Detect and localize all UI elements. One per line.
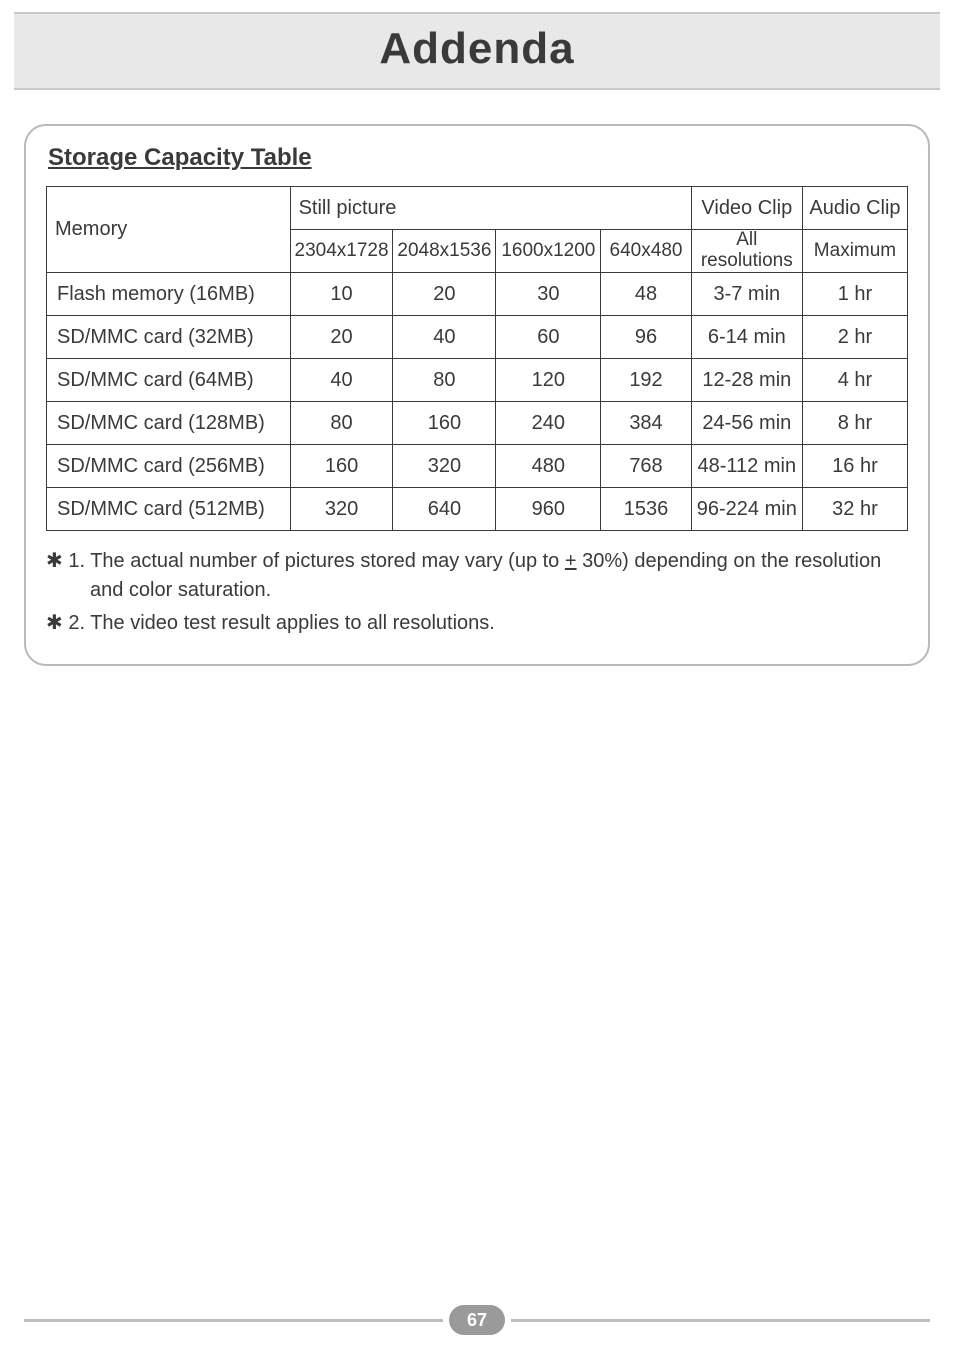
table-header-row-1: Memory Still picture Video Clip Audio Cl… bbox=[47, 187, 908, 230]
col-audio-clip: Audio Clip bbox=[802, 187, 907, 230]
note-2-text: 2. The video test result applies to all … bbox=[68, 612, 495, 634]
cell-memory: SD/MMC card (32MB) bbox=[47, 316, 291, 359]
table-row: SD/MMC card (256MB) 160 320 480 768 48-1… bbox=[47, 445, 908, 488]
col-res-2304: 2304x1728 bbox=[290, 230, 393, 273]
section-title: Storage Capacity Table bbox=[48, 144, 908, 172]
cell-memory: SD/MMC card (128MB) bbox=[47, 402, 291, 445]
table-row: Flash memory (16MB) 10 20 30 48 3-7 min … bbox=[47, 273, 908, 316]
content-panel: Storage Capacity Table Memory Still pict… bbox=[24, 124, 930, 666]
col-res-2048: 2048x1536 bbox=[393, 230, 496, 273]
cell-audio: 2 hr bbox=[802, 316, 907, 359]
table-row: SD/MMC card (512MB) 320 640 960 1536 96-… bbox=[47, 488, 908, 531]
notes: ✱ 1. The actual number of pictures store… bbox=[46, 547, 908, 638]
col-still-picture: Still picture bbox=[290, 187, 691, 230]
table-row: SD/MMC card (64MB) 40 80 120 192 12-28 m… bbox=[47, 359, 908, 402]
cell-value: 768 bbox=[601, 445, 691, 488]
note-2: ✱ 2. The video test result applies to al… bbox=[46, 609, 908, 638]
page-title: Addenda bbox=[14, 24, 940, 74]
cell-value: 120 bbox=[496, 359, 601, 402]
note-1-text-c: and color saturation. bbox=[46, 576, 908, 605]
cell-audio: 16 hr bbox=[802, 445, 907, 488]
cell-value: 40 bbox=[290, 359, 393, 402]
asterisk-icon: ✱ bbox=[46, 550, 68, 572]
cell-value: 30 bbox=[496, 273, 601, 316]
table-row: SD/MMC card (32MB) 20 40 60 96 6-14 min … bbox=[47, 316, 908, 359]
cell-value: 40 bbox=[393, 316, 496, 359]
cell-value: 960 bbox=[496, 488, 601, 531]
cell-memory: SD/MMC card (64MB) bbox=[47, 359, 291, 402]
note-1-pm: + bbox=[565, 550, 577, 572]
cell-value: 20 bbox=[290, 316, 393, 359]
col-audio-sub: Maximum bbox=[802, 230, 907, 273]
cell-value: 480 bbox=[496, 445, 601, 488]
col-res-1600: 1600x1200 bbox=[496, 230, 601, 273]
cell-video: 12-28 min bbox=[691, 359, 802, 402]
cell-video: 48-112 min bbox=[691, 445, 802, 488]
cell-value: 640 bbox=[393, 488, 496, 531]
cell-value: 320 bbox=[393, 445, 496, 488]
cell-value: 320 bbox=[290, 488, 393, 531]
cell-value: 96 bbox=[601, 316, 691, 359]
cell-memory: SD/MMC card (256MB) bbox=[47, 445, 291, 488]
table-row: SD/MMC card (128MB) 80 160 240 384 24-56… bbox=[47, 402, 908, 445]
cell-value: 160 bbox=[290, 445, 393, 488]
cell-audio: 8 hr bbox=[802, 402, 907, 445]
cell-audio: 4 hr bbox=[802, 359, 907, 402]
page-number-badge: 67 bbox=[449, 1305, 505, 1335]
footer-line-right bbox=[511, 1319, 930, 1322]
cell-audio: 1 hr bbox=[802, 273, 907, 316]
asterisk-icon: ✱ bbox=[46, 612, 68, 634]
cell-value: 60 bbox=[496, 316, 601, 359]
cell-value: 384 bbox=[601, 402, 691, 445]
cell-video: 6-14 min bbox=[691, 316, 802, 359]
cell-value: 80 bbox=[393, 359, 496, 402]
cell-memory: Flash memory (16MB) bbox=[47, 273, 291, 316]
note-1: ✱ 1. The actual number of pictures store… bbox=[46, 547, 908, 605]
cell-value: 10 bbox=[290, 273, 393, 316]
footer-lines: 67 bbox=[0, 1305, 954, 1335]
cell-value: 48 bbox=[601, 273, 691, 316]
cell-video: 3-7 min bbox=[691, 273, 802, 316]
col-memory: Memory bbox=[47, 187, 291, 273]
cell-value: 1536 bbox=[601, 488, 691, 531]
col-video-sub: All resolutions bbox=[691, 230, 802, 273]
footer-line-left bbox=[24, 1319, 443, 1322]
cell-value: 80 bbox=[290, 402, 393, 445]
cell-value: 20 bbox=[393, 273, 496, 316]
note-1-text-a: 1. The actual number of pictures stored … bbox=[68, 550, 565, 572]
cell-video: 96-224 min bbox=[691, 488, 802, 531]
cell-value: 160 bbox=[393, 402, 496, 445]
note-1-text-b: 30%) depending on the resolution bbox=[577, 550, 882, 572]
cell-memory: SD/MMC card (512MB) bbox=[47, 488, 291, 531]
cell-value: 192 bbox=[601, 359, 691, 402]
cell-video: 24-56 min bbox=[691, 402, 802, 445]
col-video-clip: Video Clip bbox=[691, 187, 802, 230]
col-res-640: 640x480 bbox=[601, 230, 691, 273]
cell-audio: 32 hr bbox=[802, 488, 907, 531]
storage-capacity-table: Memory Still picture Video Clip Audio Cl… bbox=[46, 186, 908, 531]
title-bar: Addenda bbox=[14, 12, 940, 90]
cell-value: 240 bbox=[496, 402, 601, 445]
page-footer: 67 bbox=[0, 1305, 954, 1335]
